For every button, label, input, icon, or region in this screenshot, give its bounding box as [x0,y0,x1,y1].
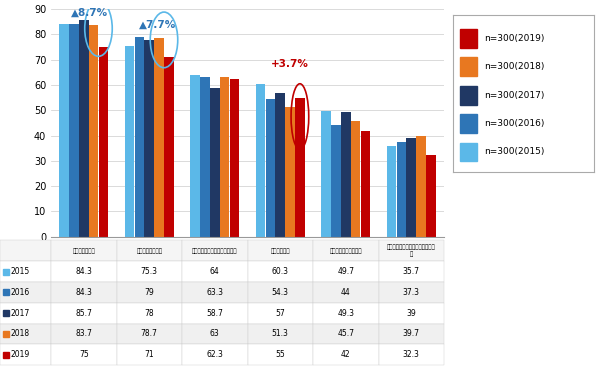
Text: 42: 42 [341,350,350,359]
Bar [69,23,79,237]
Text: 2017: 2017 [11,309,30,318]
Text: n=300(2019): n=300(2019) [484,34,544,43]
Bar [220,77,229,237]
Bar [416,137,426,237]
Text: 32.3: 32.3 [403,350,419,359]
Bar [426,155,436,237]
Bar [286,107,295,237]
Bar [230,79,239,237]
Bar [275,92,285,237]
Bar [295,98,305,237]
Text: 新規の顧客の獲得: 新規の顧客の獲得 [136,248,162,254]
Text: 37.3: 37.3 [403,288,420,297]
Bar [397,142,406,237]
Text: 2018: 2018 [11,330,30,338]
Text: 71: 71 [145,350,154,359]
Text: 60.3: 60.3 [272,267,289,276]
Bar [387,146,397,237]
Bar [341,112,350,237]
Bar [145,40,154,237]
Text: n=300(2017): n=300(2017) [484,91,544,100]
Text: 63: 63 [210,330,220,338]
Text: 78.7: 78.7 [141,330,158,338]
Bar [125,46,134,237]
Text: 44: 44 [341,288,350,297]
Bar [164,57,173,237]
Text: 51.3: 51.3 [272,330,289,338]
Bar [89,25,98,237]
Text: 既存のお客様へのサービス向上: 既存のお客様へのサービス向上 [192,248,238,254]
Text: 売り上げの拡大: 売り上げの拡大 [73,248,95,254]
Text: 85.7: 85.7 [76,309,92,318]
Bar [210,88,220,237]
Text: 58.7: 58.7 [206,309,223,318]
Bar [79,20,89,237]
Bar [134,37,144,237]
Bar [266,99,275,237]
Text: +3.7%: +3.7% [271,59,308,69]
Bar [460,142,477,161]
Text: n=300(2018): n=300(2018) [484,62,544,71]
Bar [154,38,164,237]
Text: コストの削減: コストの削減 [271,248,290,254]
Text: 45.7: 45.7 [337,330,354,338]
Text: 55: 55 [275,350,285,359]
Text: 64: 64 [210,267,220,276]
Bar [406,138,416,237]
Text: 83.7: 83.7 [76,330,92,338]
Text: n=300(2015): n=300(2015) [484,148,544,156]
Text: 79: 79 [145,288,154,297]
Text: 75: 75 [79,350,89,359]
Text: 84.3: 84.3 [76,267,92,276]
Text: 54.3: 54.3 [272,288,289,297]
Text: 事故が起きない安全なシステム強
化: 事故が起きない安全なシステム強 化 [387,245,436,257]
Text: 2019: 2019 [11,350,30,359]
Text: 49.7: 49.7 [337,267,354,276]
Text: 49.3: 49.3 [337,309,354,318]
Text: 84.3: 84.3 [76,288,92,297]
Bar [460,114,477,133]
Bar [200,77,209,237]
Text: よく売れる商品の開発: よく売れる商品の開発 [329,248,362,254]
Bar [322,111,331,237]
Text: n=300(2016): n=300(2016) [484,119,544,128]
Text: ▲8.7%: ▲8.7% [71,7,108,18]
Bar [59,23,69,237]
Bar [460,29,477,48]
Bar [460,86,477,105]
Bar [331,126,341,237]
Text: 2016: 2016 [11,288,30,297]
Text: 63.3: 63.3 [206,288,223,297]
Text: 35.7: 35.7 [403,267,420,276]
Text: 75.3: 75.3 [141,267,158,276]
Text: 62.3: 62.3 [206,350,223,359]
Text: 78: 78 [145,309,154,318]
Bar [361,131,370,237]
Text: 57: 57 [275,309,285,318]
Bar [256,84,265,237]
Bar [351,121,361,237]
Text: 2015: 2015 [11,267,30,276]
Text: 39: 39 [406,309,416,318]
Text: 39.7: 39.7 [403,330,420,338]
Text: ▲7.7%: ▲7.7% [139,20,176,30]
Bar [460,57,477,76]
Bar [190,75,200,237]
Bar [98,47,108,237]
